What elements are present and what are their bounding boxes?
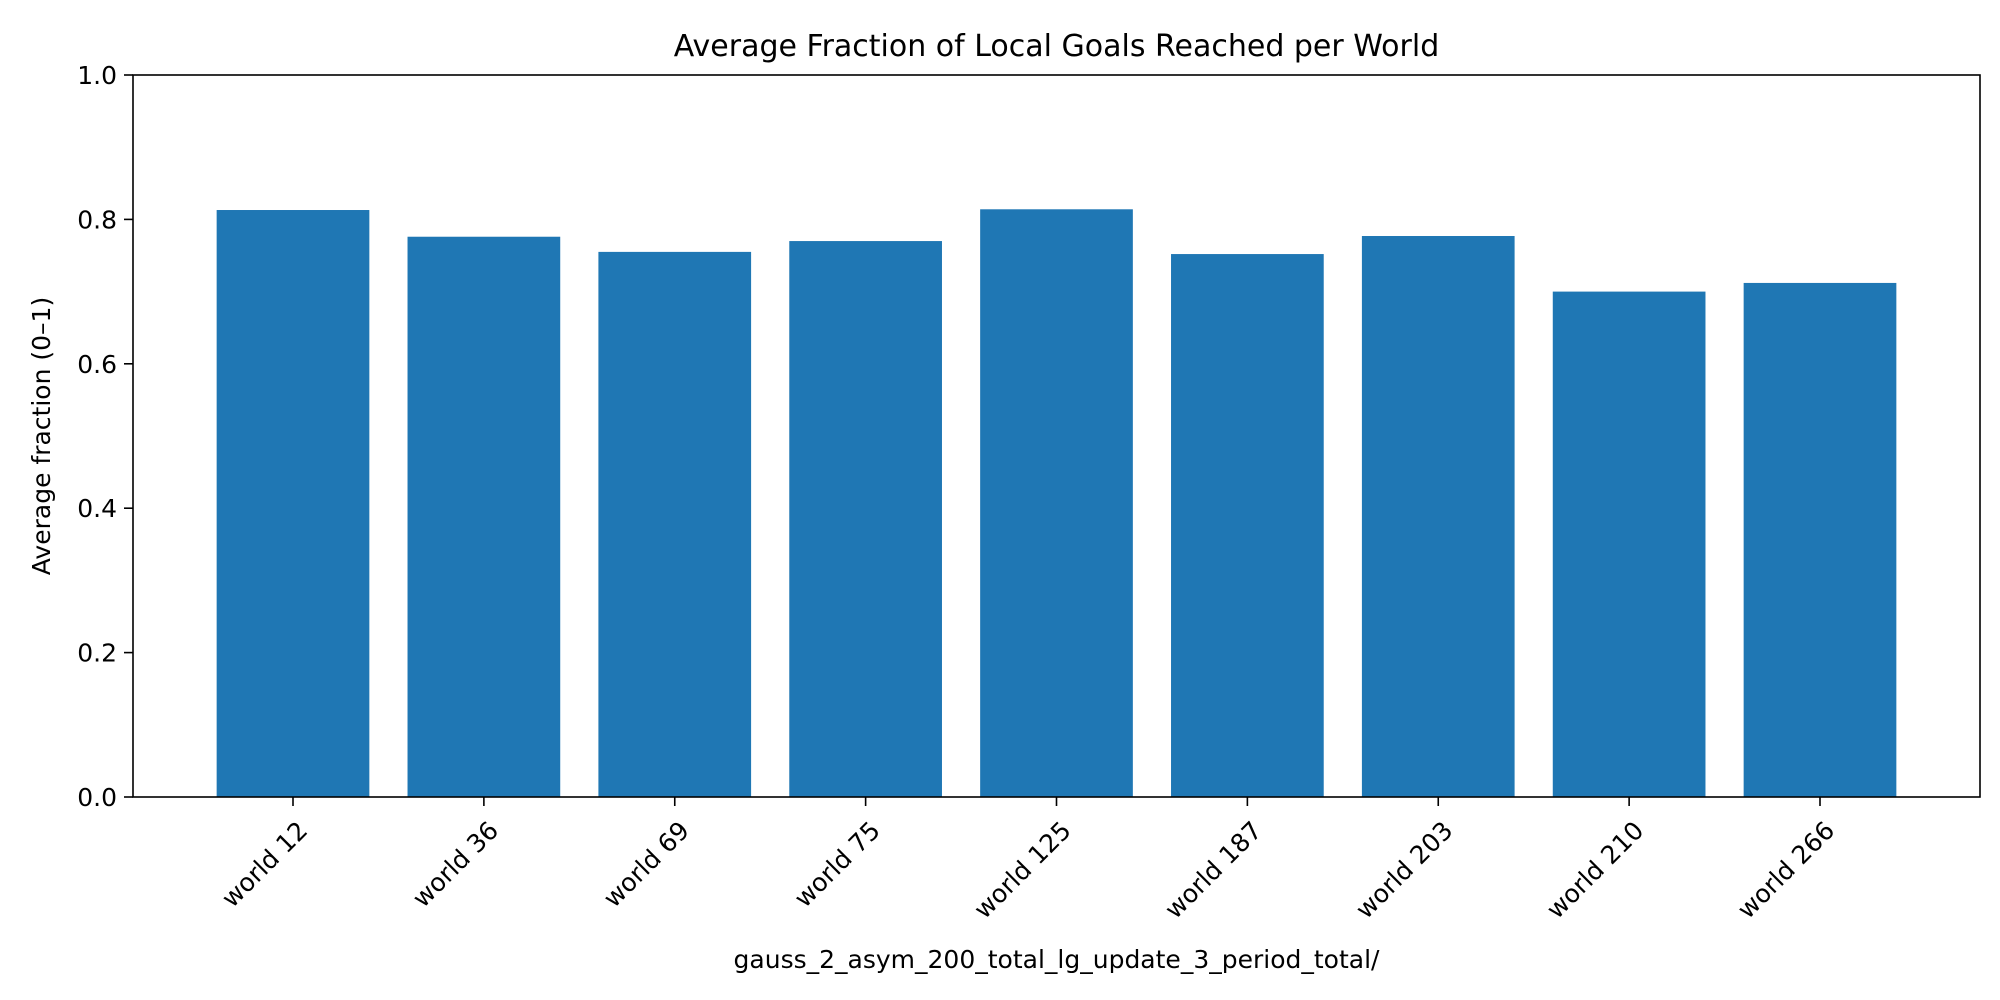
x-tick-label: world 69 <box>598 816 695 913</box>
y-tick-label: 0.6 <box>77 350 117 379</box>
x-tick-label: world 125 <box>968 816 1077 925</box>
y-tick-label: 0.0 <box>77 783 117 812</box>
bar-world-125 <box>980 209 1133 798</box>
x-tick-label: world 12 <box>216 816 313 913</box>
plot-frame <box>132 74 1981 798</box>
x-tick-label: world 203 <box>1350 816 1459 925</box>
bar-world-69 <box>598 251 752 797</box>
y-tick-label: 0.4 <box>77 494 117 523</box>
chart-title: Average Fraction of Local Goals Reached … <box>674 29 1439 64</box>
bar-world-210 <box>1552 291 1706 797</box>
x-tick-label: world 75 <box>789 816 886 913</box>
x-tick-label: world 187 <box>1159 816 1268 925</box>
bars-layer <box>216 209 1897 798</box>
y-tick-label: 0.2 <box>77 639 117 668</box>
x-axis-label: gauss_2_asym_200_total_lg_update_3_perio… <box>734 945 1380 974</box>
y-tick-label: 0.8 <box>77 205 117 234</box>
y-tick-label: 1.0 <box>77 61 117 90</box>
bar-world-187 <box>1171 254 1324 797</box>
x-tick-label: world 210 <box>1541 816 1650 925</box>
bar-world-266 <box>1743 282 1897 797</box>
y-axis-label: Average fraction (0–1) <box>27 297 56 575</box>
bar-world-36 <box>407 236 561 797</box>
bar-world-203 <box>1361 236 1515 798</box>
x-tick-label: world 266 <box>1732 816 1841 925</box>
x-tick-label: world 36 <box>407 816 504 913</box>
bar-world-12 <box>216 210 370 797</box>
bar-world-75 <box>789 241 942 797</box>
